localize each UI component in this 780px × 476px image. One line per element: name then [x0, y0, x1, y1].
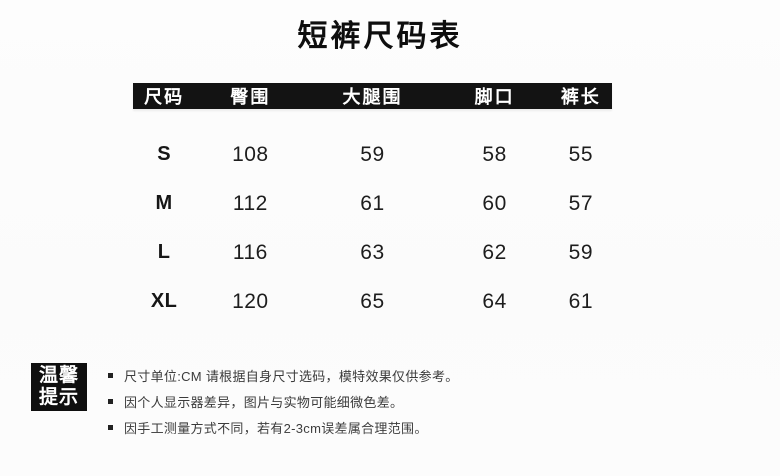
hip-cell: 116 — [232, 240, 268, 264]
thigh-cell: 63 — [360, 240, 385, 264]
size-table-header: 尺码 臀围 大腿围 脚口 裤长 — [133, 83, 612, 109]
column-header-hip: 臀围 — [230, 87, 271, 107]
leg-opening-cell: 62 — [482, 240, 507, 264]
table-row: M 112 61 60 57 — [133, 179, 612, 228]
column-header-pants-length: 裤长 — [560, 87, 601, 107]
tip-item: 因手工测量方式不同，若有2-3cm误差属合理范围。 — [108, 414, 459, 440]
thigh-cell: 65 — [360, 289, 385, 313]
tip-text: 因个人显示器差异，图片与实物可能细微色差。 — [124, 394, 404, 410]
size-cell: S — [157, 143, 172, 165]
tip-item: 尺寸单位:CM 请根据自身尺寸选码，模特效果仅供参考。 — [108, 362, 459, 388]
table-row: XL 120 65 64 61 — [133, 277, 612, 326]
size-cell: L — [157, 241, 171, 263]
hip-cell: 120 — [232, 289, 269, 313]
pants-length-cell: 55 — [568, 142, 593, 166]
tips-badge-line: 提示 — [38, 387, 79, 408]
pants-length-cell: 61 — [568, 289, 593, 313]
table-row: L 116 63 62 59 — [133, 228, 612, 277]
tips-badge: 温馨 提示 — [31, 363, 87, 411]
size-table-body: S 108 59 58 55 M 112 61 60 57 L 116 63 6… — [133, 130, 612, 326]
hip-cell: 112 — [232, 191, 268, 215]
hip-cell: 108 — [232, 142, 269, 166]
tip-text: 尺寸单位:CM 请根据自身尺寸选码，模特效果仅供参考。 — [124, 368, 459, 384]
thigh-cell: 61 — [360, 191, 385, 215]
bullet-marker-icon — [108, 372, 113, 378]
size-cell: M — [155, 192, 173, 214]
pants-length-cell: 57 — [568, 191, 593, 215]
bullet-marker-icon — [108, 398, 113, 404]
size-cell: XL — [150, 290, 178, 312]
size-table: 尺码 臀围 大腿围 脚口 裤长 S 108 59 58 55 M 112 61 … — [133, 83, 612, 326]
pants-length-cell: 59 — [568, 240, 593, 264]
bullet-marker-icon — [108, 424, 113, 430]
table-row: S 108 59 58 55 — [133, 130, 612, 179]
leg-opening-cell: 58 — [482, 142, 507, 166]
tip-text: 因手工测量方式不同，若有2-3cm误差属合理范围。 — [124, 420, 428, 436]
leg-opening-cell: 60 — [482, 191, 507, 215]
tips-badge-line: 温馨 — [38, 365, 79, 386]
page-title: 短裤尺码表 — [297, 20, 463, 53]
tip-item: 因个人显示器差异，图片与实物可能细微色差。 — [108, 388, 459, 414]
leg-opening-cell: 64 — [482, 289, 507, 313]
column-header-thigh: 大腿围 — [342, 87, 403, 107]
tips-list: 尺寸单位:CM 请根据自身尺寸选码，模特效果仅供参考。 因个人显示器差异，图片与… — [108, 362, 459, 440]
column-header-size: 尺码 — [144, 87, 185, 107]
thigh-cell: 59 — [360, 142, 385, 166]
column-header-leg-opening: 脚口 — [474, 87, 515, 107]
